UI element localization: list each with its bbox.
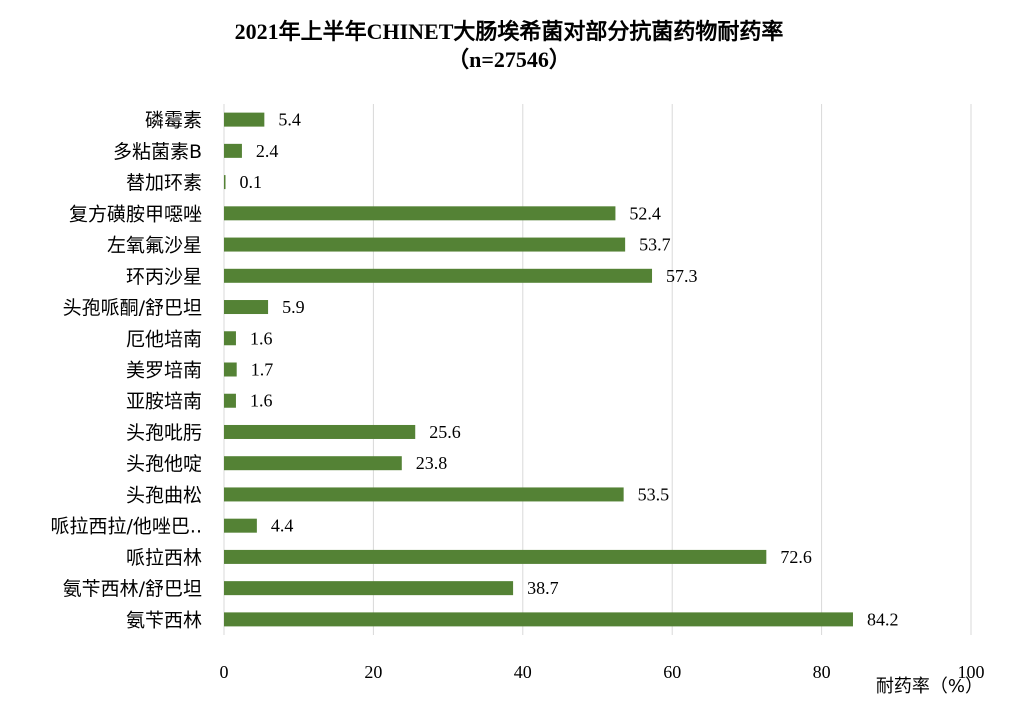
category-label: 厄他培南 bbox=[126, 328, 202, 350]
bar bbox=[224, 300, 269, 315]
category-label: 氨苄西林/舒巴坦 bbox=[63, 578, 202, 600]
bar bbox=[224, 268, 653, 283]
category-label: 头孢他啶 bbox=[126, 453, 202, 475]
category-label: 环丙沙星 bbox=[126, 266, 202, 288]
data-label: 2.4 bbox=[256, 141, 278, 161]
category-label: 左氧氟沙星 bbox=[107, 235, 202, 257]
chart-title: 2021年上半年CHINET大肠埃希菌对部分抗菌药物耐药率 （n=27546） bbox=[0, 18, 1018, 74]
x-tick-label: 100 bbox=[958, 662, 985, 682]
bar bbox=[224, 362, 237, 377]
x-axis-title: 耐药率（%） bbox=[876, 676, 983, 697]
data-label: 1.7 bbox=[251, 360, 274, 380]
data-label: 52.4 bbox=[629, 203, 661, 223]
chart-title-line1: 2021年上半年CHINET大肠埃希菌对部分抗菌药物耐药率 bbox=[234, 19, 784, 44]
category-label: 多粘菌素B bbox=[113, 141, 202, 163]
x-tick-label: 0 bbox=[220, 662, 229, 682]
data-label: 5.4 bbox=[278, 110, 301, 130]
category-label: 头孢哌酮/舒巴坦 bbox=[63, 297, 202, 319]
data-label: 1.6 bbox=[250, 391, 273, 411]
bar bbox=[224, 206, 616, 221]
bar bbox=[224, 393, 236, 408]
category-label: 复方磺胺甲噁唑 bbox=[69, 203, 202, 225]
bar bbox=[224, 487, 624, 502]
data-label: 53.5 bbox=[638, 484, 670, 504]
bar bbox=[224, 112, 265, 127]
category-label: 磷霉素 bbox=[145, 110, 202, 132]
x-tick-label: 20 bbox=[364, 662, 382, 682]
bar bbox=[224, 518, 257, 533]
x-tick-label: 60 bbox=[663, 662, 681, 682]
data-label: 84.2 bbox=[867, 609, 899, 629]
category-label: 头孢曲松 bbox=[126, 484, 202, 506]
data-label: 72.6 bbox=[780, 547, 812, 567]
bar bbox=[224, 581, 514, 596]
data-label: 4.4 bbox=[271, 516, 294, 536]
category-label: 替加环素 bbox=[126, 172, 202, 194]
category-label: 哌拉西林 bbox=[126, 547, 202, 569]
x-tick-label: 40 bbox=[514, 662, 532, 682]
category-label: 哌拉西拉/他唑巴.. bbox=[51, 516, 202, 538]
category-label: 氨苄西林 bbox=[126, 609, 202, 631]
x-tick-label: 80 bbox=[813, 662, 831, 682]
data-label: 25.6 bbox=[429, 422, 461, 442]
data-label: 23.8 bbox=[416, 453, 448, 473]
data-label: 57.3 bbox=[666, 266, 698, 286]
data-label: 5.9 bbox=[282, 297, 305, 317]
bar bbox=[224, 612, 853, 627]
bar bbox=[224, 175, 226, 190]
bar bbox=[224, 424, 416, 439]
data-label: 0.1 bbox=[240, 172, 263, 192]
bar bbox=[224, 237, 626, 252]
category-label: 头孢吡肟 bbox=[126, 422, 202, 444]
bar bbox=[224, 456, 402, 471]
chart-subtitle: （n=27546） bbox=[447, 47, 571, 72]
data-label: 38.7 bbox=[527, 578, 559, 598]
bar bbox=[224, 549, 767, 564]
category-label: 美罗培南 bbox=[126, 360, 202, 382]
category-label: 亚胺培南 bbox=[126, 391, 202, 413]
bar bbox=[224, 331, 236, 346]
data-label: 1.6 bbox=[250, 328, 273, 348]
bar bbox=[224, 143, 242, 158]
data-label: 53.7 bbox=[639, 235, 671, 255]
